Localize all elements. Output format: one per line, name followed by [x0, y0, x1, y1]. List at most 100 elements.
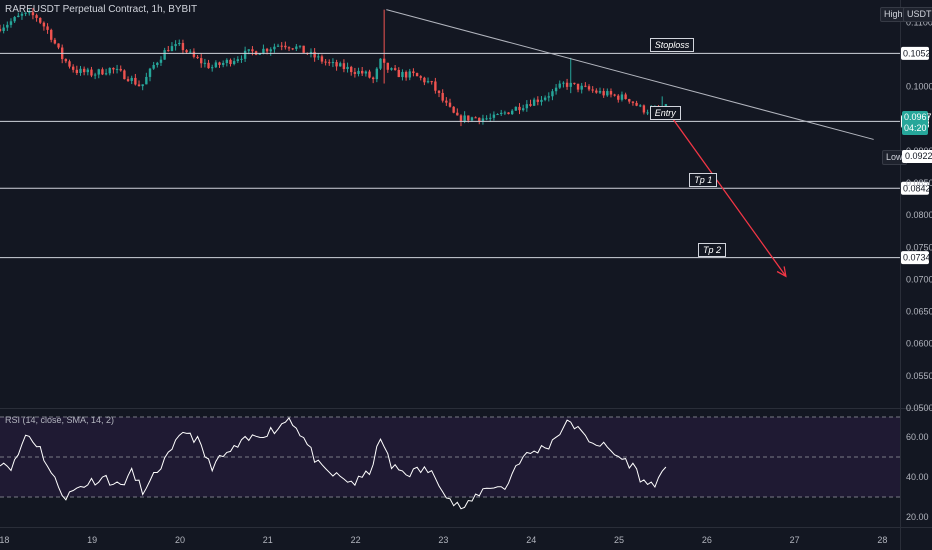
candle-body — [350, 66, 353, 73]
current-price-value: 0.0967 — [904, 112, 932, 122]
candle-body — [419, 76, 422, 78]
candle-body — [584, 85, 587, 87]
level-tag-tp-1[interactable]: Tp 1 — [689, 173, 718, 188]
candle-body — [547, 96, 550, 98]
candle-body — [13, 17, 16, 22]
time-tick-label: 23 — [438, 535, 448, 545]
candle-body — [635, 102, 638, 106]
candle-body — [485, 118, 488, 120]
price-tick-label: 0.0650 — [906, 307, 932, 317]
candle-body — [620, 94, 624, 100]
candle-body — [130, 77, 133, 81]
candle-body — [346, 66, 349, 70]
candle-body — [602, 91, 605, 96]
candle-body — [481, 118, 485, 122]
candle-body — [562, 82, 565, 84]
time-tick-label: 27 — [790, 535, 800, 545]
candle-body — [540, 99, 543, 102]
candle-body — [90, 69, 93, 76]
price-tick-label: 0.0700 — [906, 274, 932, 284]
candle-body — [598, 91, 602, 93]
candle-body — [532, 99, 536, 106]
candle-body — [448, 102, 452, 107]
candle-body — [639, 105, 642, 107]
rsi-series — [0, 416, 667, 510]
candle-body — [525, 104, 529, 109]
candle-body — [573, 82, 576, 84]
candle-body — [576, 83, 580, 90]
candle-body — [609, 91, 613, 95]
candle-body — [328, 62, 331, 64]
candle-body — [123, 70, 126, 80]
pane-divider[interactable] — [0, 408, 932, 409]
candle-body — [258, 53, 261, 55]
candle-body — [587, 86, 591, 90]
candle-body — [221, 63, 225, 65]
candle-body — [558, 83, 561, 88]
candle-body — [401, 71, 404, 78]
candle-body — [240, 58, 243, 60]
candle-body — [295, 46, 298, 49]
candle-body — [467, 115, 470, 121]
candle-body — [232, 61, 236, 65]
price-tick-label: 0.0750 — [906, 242, 932, 252]
rsi-tick-label: 40.00 — [906, 472, 929, 482]
candle-body — [569, 82, 572, 87]
price-axis-border — [900, 0, 901, 550]
candle-body — [31, 12, 35, 16]
candle-body — [82, 68, 86, 73]
candle-body — [339, 63, 342, 67]
candle-body — [514, 106, 518, 111]
candle-body — [335, 62, 338, 67]
candle-body — [426, 81, 430, 83]
time-tick-label: 24 — [526, 535, 536, 545]
candle-body — [251, 49, 254, 52]
candle-body — [551, 91, 554, 97]
candle-body — [591, 89, 594, 91]
candle-body — [68, 61, 71, 67]
candle-body — [529, 104, 532, 106]
candle-body — [437, 90, 441, 93]
candle-body — [386, 62, 390, 70]
candle-body — [134, 77, 137, 85]
candle-body — [207, 62, 210, 69]
time-tick-label: 21 — [263, 535, 273, 545]
rsi-band — [0, 416, 900, 498]
level-tag-tp-2[interactable]: Tp 2 — [698, 242, 727, 257]
candle-body — [364, 71, 368, 74]
rsi-tick-label: 20.00 — [906, 512, 929, 522]
candle-body — [104, 73, 108, 75]
current-price-label: 0.0967 04:20 — [902, 111, 932, 135]
candle-body — [489, 117, 492, 119]
candle-body — [423, 77, 426, 83]
candle-body — [218, 62, 221, 65]
candle-body — [478, 117, 481, 122]
candle-body — [404, 71, 408, 78]
candle-body — [284, 45, 287, 48]
candle-body — [196, 56, 199, 59]
candle-body — [39, 17, 42, 23]
time-axis-border — [0, 527, 932, 528]
candle-body — [445, 100, 448, 103]
candle-body — [496, 114, 499, 116]
candle-body — [317, 56, 320, 58]
price-tick-label: 0.0800 — [906, 210, 932, 220]
time-tick-label: 26 — [702, 535, 712, 545]
price-tick-label: 0.1000 — [906, 82, 932, 92]
level-tag-entry[interactable]: Entry — [649, 106, 681, 121]
candle-body — [75, 69, 79, 74]
level-tag-stoploss[interactable]: Stoploss — [649, 38, 695, 53]
candle-body — [606, 91, 609, 96]
candle-body — [554, 87, 558, 92]
candle-body — [265, 48, 269, 52]
currency-button[interactable]: USDT — [903, 7, 932, 22]
candle-body — [269, 49, 272, 52]
candle-body — [170, 46, 174, 52]
candle-body — [320, 56, 324, 62]
candle-body — [203, 62, 207, 64]
candle-body — [163, 50, 166, 60]
candle-body — [302, 45, 305, 53]
low-label: Low — [882, 150, 907, 165]
candle-body — [459, 115, 463, 122]
